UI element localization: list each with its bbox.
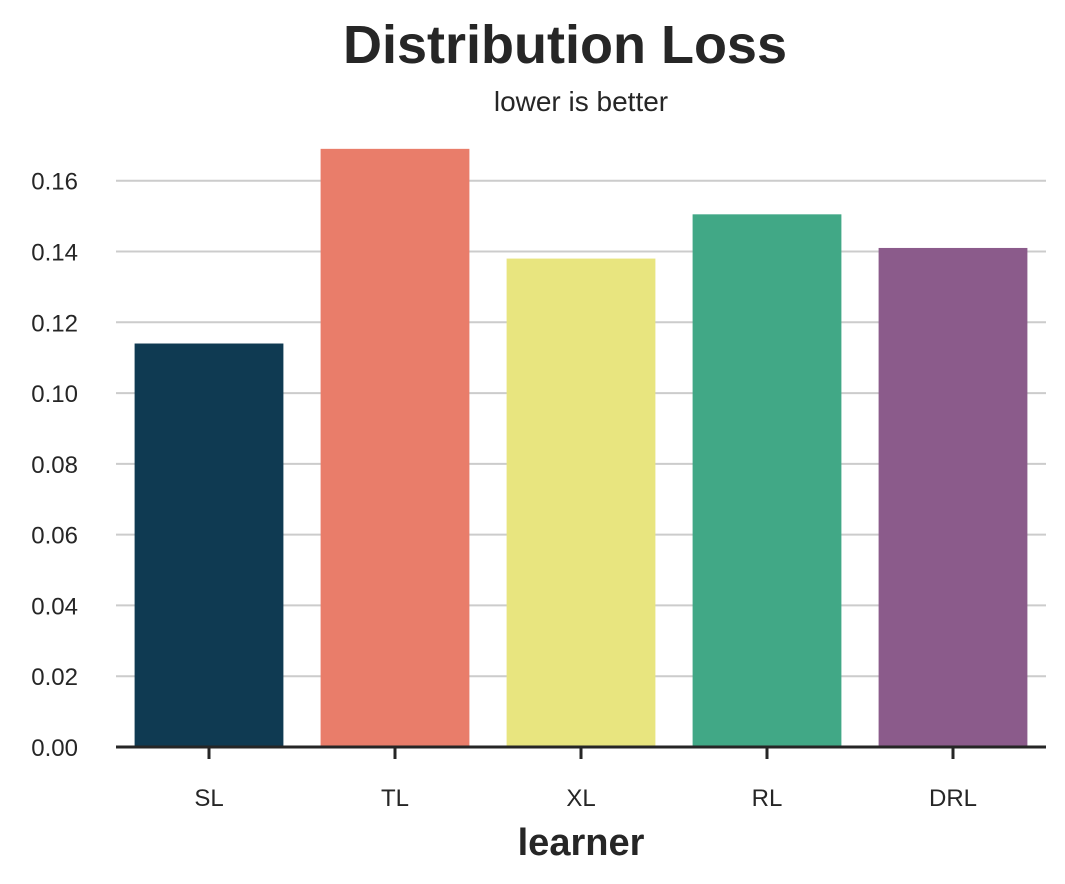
x-tick-label: XL — [566, 785, 595, 812]
chart-title: Distribution Loss — [343, 15, 787, 75]
bar-xl — [506, 258, 656, 747]
y-tick-label: 0.06 — [31, 523, 78, 550]
y-tick-label: 0.10 — [31, 381, 78, 408]
x-tick-label: SL — [194, 785, 223, 812]
bar-drl — [878, 247, 1028, 747]
bar-rl — [692, 214, 842, 747]
bar-sl — [134, 343, 284, 747]
y-tick-label: 0.00 — [31, 735, 78, 762]
y-tick-label: 0.12 — [31, 310, 78, 337]
y-tick-label: 0.08 — [31, 452, 78, 479]
y-tick-labels: 0.00 0.02 0.04 0.06 0.08 0.10 0.12 0.14 0.16 — [31, 169, 78, 762]
chart-subtitle: lower is better — [494, 86, 668, 117]
x-axis-label: learner — [518, 822, 645, 864]
axes — [116, 745, 1046, 759]
y-tick-label: 0.04 — [31, 593, 78, 620]
bar-tl — [320, 148, 470, 748]
x-tick-label: RL — [752, 785, 783, 812]
x-tick-label: TL — [381, 785, 409, 812]
y-tick-label: 0.02 — [31, 664, 78, 691]
y-tick-label: 0.14 — [31, 239, 78, 266]
x-tick-label: DRL — [929, 785, 977, 812]
bars — [134, 148, 1028, 748]
y-tick-label: 0.16 — [31, 169, 78, 196]
x-tick-labels: SL TL XL RL DRL — [194, 785, 977, 812]
